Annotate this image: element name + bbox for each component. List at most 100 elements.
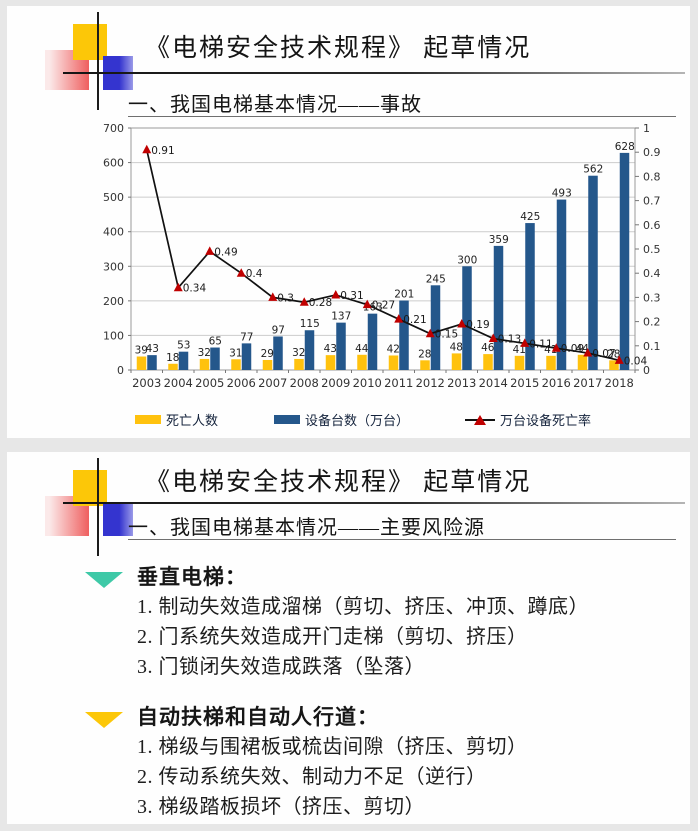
y-axis-right-label: 0.8 (643, 170, 661, 183)
triangle-marker-icon (142, 144, 152, 154)
x-tick-label: 2013 (447, 376, 476, 390)
equipment-value-label: 43 (146, 343, 159, 355)
bar-deaths (483, 354, 493, 370)
x-tick-label: 2016 (542, 376, 571, 390)
y-axis-left-label: 200 (103, 295, 124, 308)
y-axis-right-label: 0.5 (643, 243, 661, 256)
equipment-value-label: 300 (457, 254, 477, 266)
equipment-value-label: 53 (177, 340, 190, 352)
bar-equipment (273, 336, 283, 370)
y-axis-right-label: 0.3 (643, 291, 661, 304)
deaths-value-label: 46 (481, 342, 495, 354)
equipment-value-label: 77 (240, 331, 253, 343)
slide-corner-logo (45, 458, 165, 560)
triangle-marker-icon (205, 246, 215, 255)
bar-deaths (262, 359, 273, 370)
x-tick-label: 2007 (258, 376, 287, 390)
risk-section-escalator: 自动扶梯和自动人行道： 1. 梯级与围裙板或梳齿间隙（挤压、剪切） 2. 传动系… (85, 702, 674, 822)
x-tick-label: 2003 (132, 376, 161, 390)
bar-deaths (325, 355, 336, 370)
bar-equipment (178, 351, 189, 370)
logo-blue-square (103, 502, 133, 536)
chart-legend: 死亡人数 设备台数（万台） 万台设备死亡率 (63, 410, 663, 429)
section-subtitle: 一、我国电梯基本情况——主要风险源 (128, 517, 485, 539)
bar-deaths (420, 360, 430, 370)
rate-value-label: 0.49 (214, 246, 237, 258)
logo-vertical-line (97, 458, 99, 556)
triangle-marker-icon (488, 333, 498, 343)
deaths-value-label: 42 (387, 343, 400, 355)
subtitle-divider (128, 116, 676, 117)
deaths-value-label: 43 (324, 343, 337, 355)
rate-value-label: 0.07 (592, 348, 615, 360)
deaths-value-label: 28 (418, 348, 431, 360)
equipment-swatch-icon (273, 415, 300, 424)
rate-value-label: 0.09 (561, 343, 584, 355)
y-axis-left-label: 0 (117, 364, 124, 377)
x-tick-label: 2010 (353, 376, 382, 390)
bar-deaths (388, 355, 399, 370)
rate-value-label: 0.11 (529, 338, 552, 350)
y-axis-left-label: 700 (103, 122, 124, 135)
rate-value-label: 0.13 (498, 334, 521, 346)
equipment-value-label: 562 (583, 164, 603, 176)
x-tick-label: 2008 (290, 376, 319, 390)
equipment-value-label: 359 (489, 234, 509, 246)
bar-deaths (357, 354, 367, 370)
y-axis-left-label: 400 (103, 226, 124, 239)
accidents-chart: 39 43 18 53 32 65 31 77 29 97 32 115 43 137 44 163 42 201… (63, 118, 663, 436)
triangle-marker-icon (614, 355, 624, 364)
bar-equipment (493, 245, 504, 370)
rate-line (145, 149, 620, 362)
triangle-marker-icon (299, 297, 309, 306)
bar-equipment (336, 322, 346, 370)
x-tick-label: 2017 (573, 376, 602, 390)
deaths-value-label: 48 (450, 341, 463, 353)
rate-value-label: 0.31 (340, 290, 363, 302)
bar-deaths (294, 358, 304, 370)
bar-equipment (462, 266, 472, 370)
triangle-marker-icon (394, 314, 404, 323)
triangle-marker-icon (551, 343, 561, 352)
y-axis-right-label: 0.1 (643, 340, 661, 353)
bar-deaths (136, 356, 147, 370)
legend-label-equipment: 设备台数（万台） (304, 414, 409, 429)
deaths-value-label: 31 (229, 347, 242, 359)
x-tick-label: 2011 (384, 376, 413, 390)
triangle-bullet-icon (85, 712, 123, 728)
equipment-value-label: 245 (426, 273, 446, 285)
slide-accidents: 《电梯安全技术规程》 起草情况 一、我国电梯基本情况——事故 39 43 18 53 3… (7, 6, 690, 438)
bar-equipment (367, 313, 378, 370)
risk-section-vertical-elevator: 垂直电梯： 1. 制动失效造成溜梯（剪切、挤压、冲顶、蹲底） 2. 门系统失效造… (85, 562, 674, 682)
rate-value-label: 0.27 (372, 300, 395, 312)
equipment-value-label: 493 (552, 188, 572, 200)
equipment-value-label: 201 (394, 289, 414, 301)
y-axis-left-label: 300 (103, 260, 124, 273)
rate-value-label: 0.28 (309, 297, 332, 309)
legend-label-deaths: 死亡人数 (165, 414, 218, 429)
x-tick-label: 2004 (164, 376, 193, 390)
x-tick-label: 2006 (227, 376, 256, 390)
triangle-marker-icon (425, 328, 435, 338)
y-axis-right-label: 0.9 (643, 146, 661, 159)
triangle-marker-icon (583, 348, 593, 357)
legend-item-rate: 万台设备死亡率 (465, 410, 591, 429)
y-axis-right-label: 0.4 (643, 267, 661, 280)
equipment-value-label: 137 (331, 311, 351, 323)
title-divider (63, 502, 685, 504)
bar-deaths (577, 354, 588, 370)
deaths-value-label: 39 (135, 345, 148, 357)
deaths-value-label: 32 (292, 347, 305, 359)
bar-equipment (147, 355, 157, 370)
legend-item-equipment: 设备台数（万台） (273, 410, 409, 429)
logo-yellow-square (73, 470, 107, 506)
deaths-value-label: 28 (607, 348, 620, 360)
deaths-value-label: 44 (355, 343, 369, 355)
triangle-marker-icon (236, 268, 246, 277)
bar-equipment (241, 343, 252, 370)
page-title: 《电梯安全技术规程》 起草情况 (145, 469, 532, 496)
triangle-marker-icon (173, 282, 183, 292)
bar-deaths (168, 363, 178, 370)
bar-deaths (514, 355, 525, 370)
logo-yellow-square (73, 24, 107, 60)
